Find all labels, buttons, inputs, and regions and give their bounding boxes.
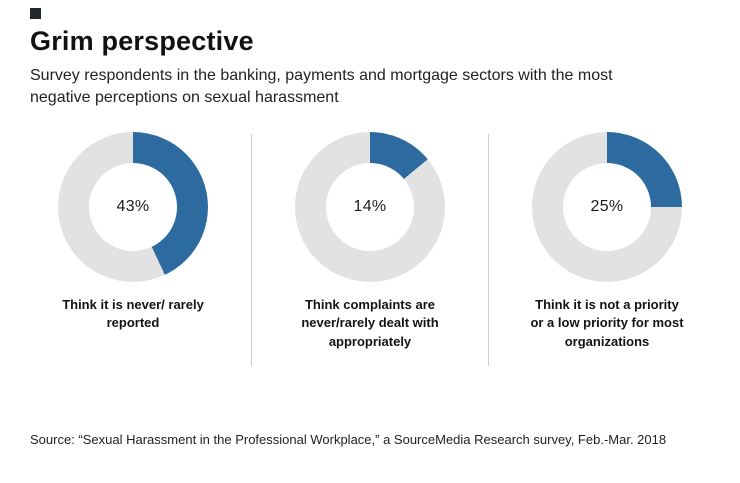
donut-chart-priority: 25% Think it is not a priority or a low … [489,132,725,351]
source-credit: Source: “Sexual Harassment in the Profes… [30,432,667,447]
donut-hole: 14% [326,163,414,252]
donut-chart-never-reported: 43% Think it is never/ rarely reported [15,132,251,332]
page-subtitle: Survey respondents in the banking, payme… [30,67,613,106]
donut-value-label: 14% [353,198,387,216]
donut-caption: Think it is not a priority or a low prio… [530,297,684,349]
donut-value-label: 43% [116,198,150,216]
donut-hole: 25% [563,163,651,252]
vertical-divider [488,134,489,367]
page-title: Grim perspective [30,26,254,56]
brand-mark-square [30,8,41,19]
header: Grim perspective Survey respondents in t… [0,0,740,108]
donut-ring: 14% [295,132,445,283]
donut-value-label: 25% [590,198,624,216]
donut-caption: Think complaints are never/rarely dealt … [301,297,439,349]
donut-ring: 43% [58,132,208,283]
donut-ring: 25% [532,132,682,283]
donut-chart-complaints: 14% Think complaints are never/rarely de… [252,132,488,351]
donut-hole: 43% [89,163,177,252]
donut-charts-row: 43% Think it is never/ rarely reported 1… [0,132,740,367]
donut-caption: Think it is never/ rarely reported [62,297,204,331]
vertical-divider [251,134,252,367]
